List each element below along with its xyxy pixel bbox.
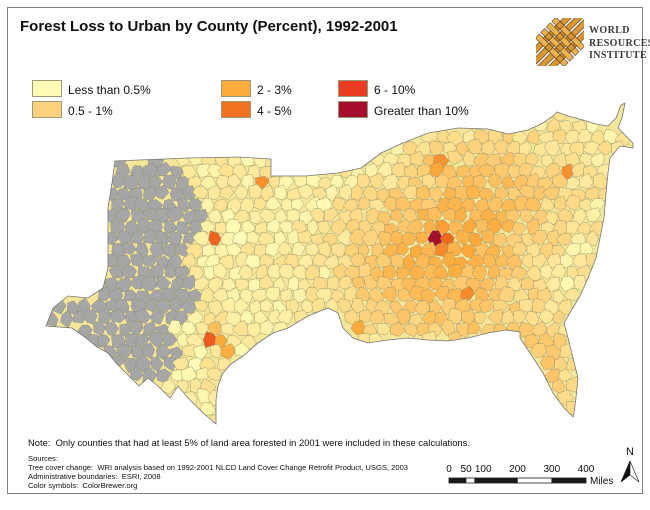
svg-text:200: 200 xyxy=(509,464,526,475)
svg-text:Miles: Miles xyxy=(590,476,613,487)
svg-text:50: 50 xyxy=(461,464,473,475)
svg-text:300: 300 xyxy=(543,464,560,475)
svg-text:0: 0 xyxy=(446,464,452,475)
svg-text:400: 400 xyxy=(578,464,595,475)
svg-text:N: N xyxy=(626,446,634,458)
svg-text:100: 100 xyxy=(475,464,492,475)
